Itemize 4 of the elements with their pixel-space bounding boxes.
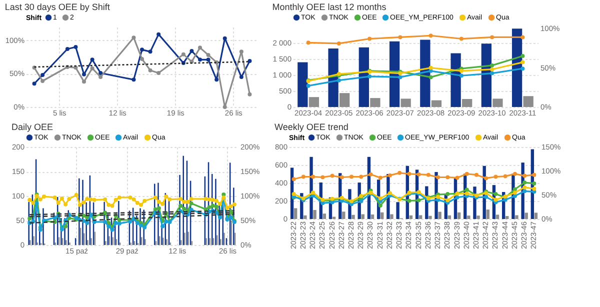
chart-title: Monthly OEE last 12 months <box>272 2 387 12</box>
chart-title: Weekly OEE trend <box>274 122 348 132</box>
chart-title: Last 30 days OEE by Shift <box>4 2 110 12</box>
chart-title: Daily OEE <box>11 122 53 132</box>
